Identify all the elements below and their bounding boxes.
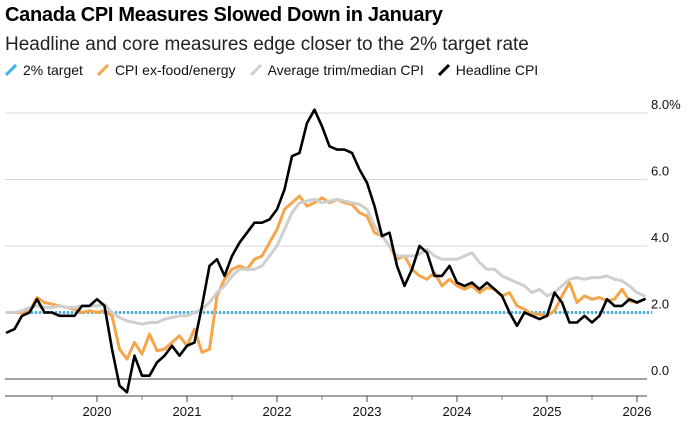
legend-swatch-core [96,64,109,76]
chart-title: Canada CPI Measures Slowed Down in Janua… [5,4,443,26]
x-tick-label: 2022 [263,404,292,419]
series-line-1 [5,197,646,326]
x-tick-label: 2020 [83,404,112,419]
y-tick-label: 8.0% [651,97,681,112]
x-tick-label: 2023 [353,404,382,419]
y-tick-label: 2.0 [651,297,669,312]
legend-label-headline: Headline CPI [455,62,539,78]
legend-item-trim: Average trim/median CPI [249,62,424,78]
series-line-2 [5,108,646,394]
x-tick-label: 2025 [533,404,562,419]
legend-label-core: CPI ex-food/energy [114,62,236,78]
legend-item-target: 2% target [5,62,83,78]
legend-swatch-target [5,64,17,76]
legend-swatch-headline [437,64,450,76]
legend-label-trim: Average trim/median CPI [267,62,424,78]
y-tick-label: 6.0 [651,164,669,179]
legend-item-core: CPI ex-food/energy [96,62,236,78]
x-tick-label: 2024 [443,404,472,419]
legend-item-headline: Headline CPI [437,62,539,78]
chart-subtitle: Headline and core measures edge closer t… [5,34,529,55]
legend: 2% target CPI ex-food/energy Average tri… [5,62,552,78]
x-tick-label: 2021 [173,404,202,419]
legend-swatch-trim [249,64,262,76]
y-tick-label: 0.0 [651,363,669,378]
x-tick-label: 2026 [623,404,652,419]
legend-label-target: 2% target [23,62,83,78]
y-tick-label: 4.0 [651,230,669,245]
series-line-0 [5,194,646,361]
